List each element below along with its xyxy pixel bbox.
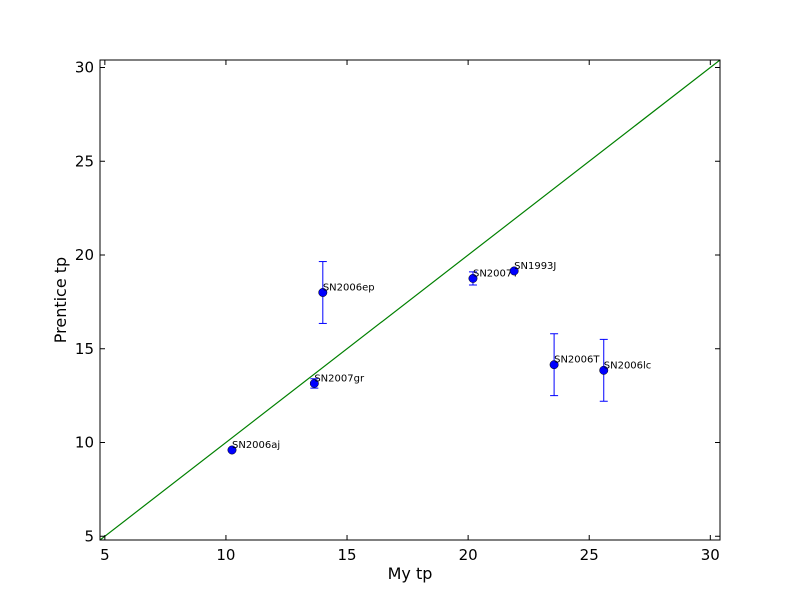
point-label: SN2006aj (232, 440, 280, 451)
data-point (599, 365, 609, 375)
data-point (227, 445, 237, 455)
y-axis-label: Prentice tp (51, 257, 70, 343)
point-label: SN2006ep (323, 283, 375, 294)
x-tick-label: 15 (337, 546, 356, 564)
reference-line (100, 60, 720, 540)
point-label: SN1993J (514, 261, 556, 272)
axes-frame (99, 59, 721, 541)
data-point (509, 266, 519, 276)
x-tick-label: 10 (216, 546, 235, 564)
y-tick-label: 25 (75, 152, 94, 170)
point-label: SN2007Y (473, 268, 519, 279)
y-tick-label: 10 (75, 434, 94, 452)
data-point (468, 273, 478, 283)
data-point (318, 288, 328, 297)
y-tick-label: 15 (75, 340, 94, 358)
x-tick-label: 25 (580, 546, 599, 564)
point-label: SN2006T (554, 355, 600, 366)
x-tick-label: 5 (100, 546, 110, 564)
point-label: SN2007gr (314, 373, 365, 384)
y-tick-label: 20 (75, 246, 94, 264)
x-axis-label: My tp (388, 564, 433, 583)
data-point (549, 360, 559, 370)
point-label: SN2006lc (604, 360, 652, 371)
y-tick-label: 30 (75, 59, 94, 77)
x-tick-label: 20 (459, 546, 478, 564)
x-tick-label: 30 (701, 546, 720, 564)
axis-ticks: 5 10 15 20 25 30 5 10 15 20 25 30 (75, 59, 720, 564)
y-tick-label: 5 (84, 527, 94, 545)
data-point (309, 378, 319, 388)
